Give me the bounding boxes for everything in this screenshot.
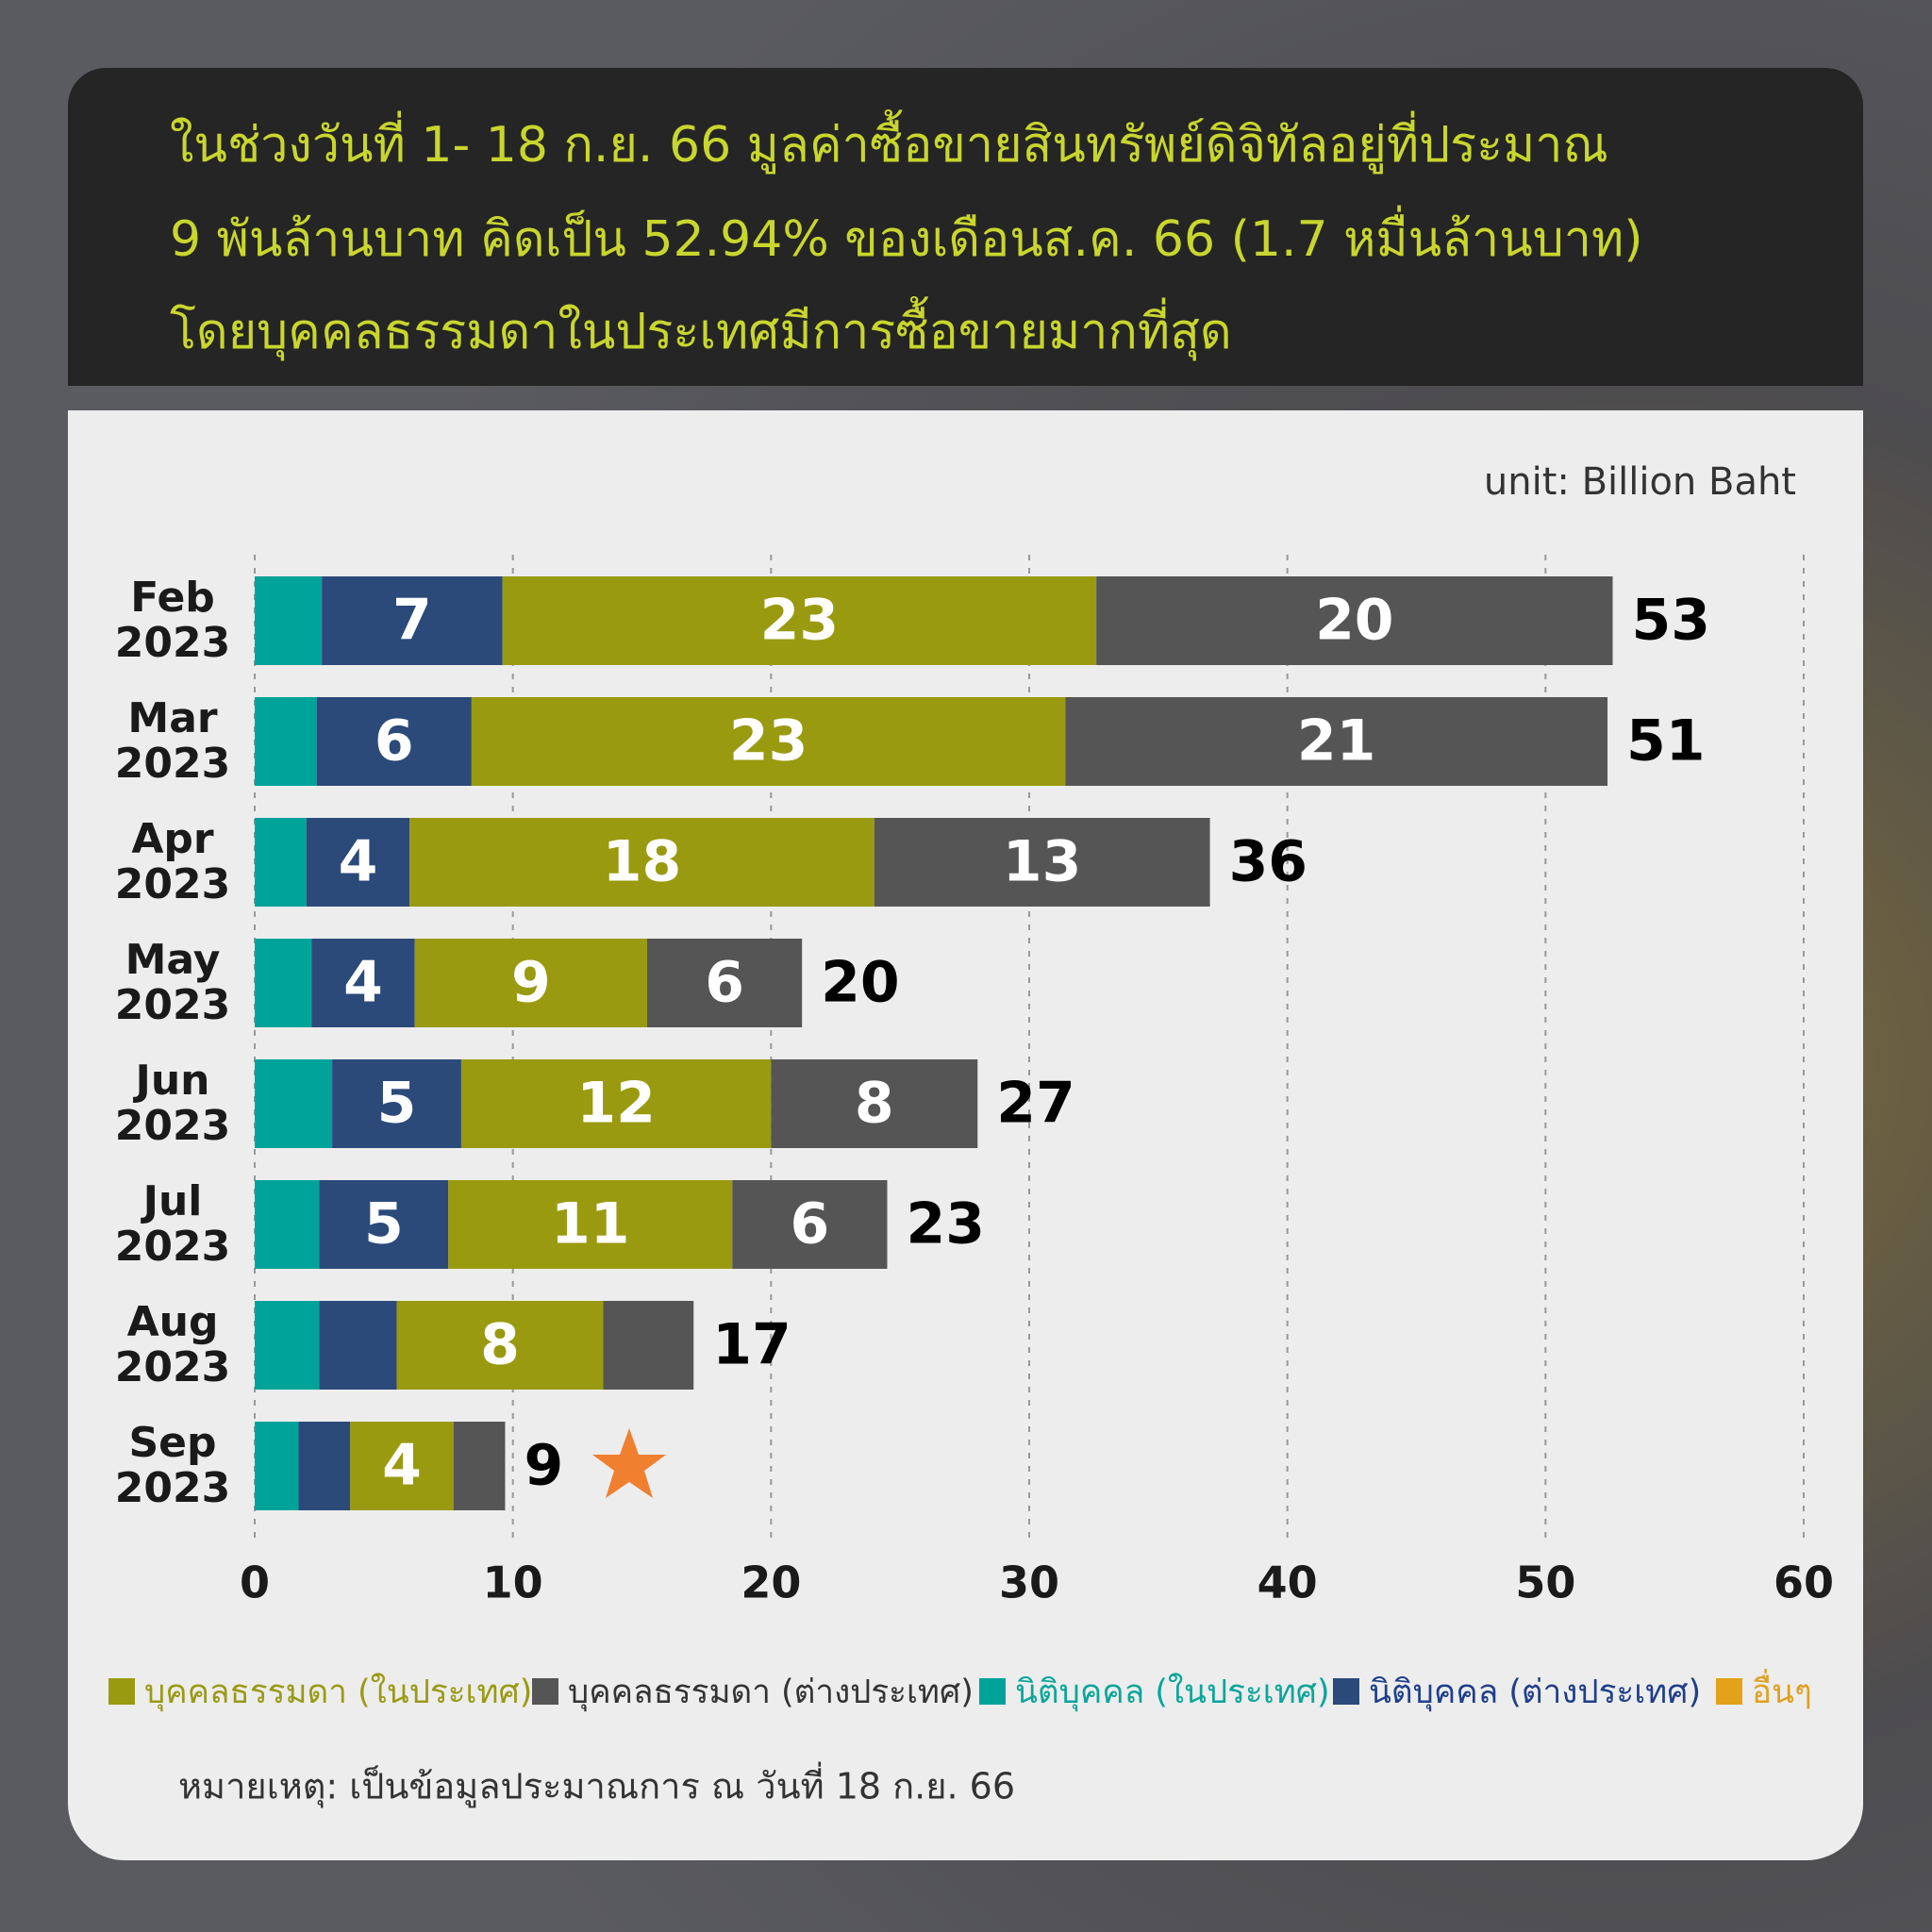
legend-swatch (108, 1678, 135, 1705)
segment-label: 20 (1315, 588, 1394, 654)
total-label: 23 (906, 1191, 985, 1257)
bar-segment (874, 818, 1210, 907)
category-label: Jun 2023 (114, 1057, 231, 1150)
title-line: โดยบุคคลธรรมดาในประเทศมีการซื้อขายมากที่… (170, 296, 1232, 361)
segment-label: 13 (1003, 829, 1082, 895)
segment-label: 12 (576, 1071, 656, 1137)
segment-label: 7 (392, 588, 432, 654)
total-label: 51 (1626, 708, 1706, 774)
legend-label: นิติบุคคล (ต่างประเทศ) (1369, 1674, 1701, 1711)
bar-segment (255, 1301, 320, 1390)
segment-label: 23 (729, 708, 808, 774)
category-label: May 2023 (114, 936, 231, 1029)
total-label: 53 (1631, 588, 1710, 654)
category-label: Mar 2023 (114, 694, 231, 788)
segment-label: 11 (551, 1191, 630, 1257)
segment-label: 23 (760, 588, 840, 654)
segment-label: 6 (705, 950, 744, 1016)
bar-segment (1065, 697, 1608, 786)
bar-segment (414, 939, 647, 1027)
legend-swatch (979, 1678, 1006, 1705)
bar-segment (306, 818, 410, 907)
bar-segment (255, 697, 317, 786)
x-tick-label: 40 (1257, 1557, 1318, 1608)
bar-segment (1096, 576, 1613, 665)
bar-segment (316, 697, 472, 786)
segment-label: 4 (339, 829, 378, 895)
x-tick-label: 0 (240, 1557, 270, 1608)
bar-segment (732, 1180, 888, 1269)
bar-segment (409, 818, 874, 907)
bar-segment (460, 1059, 772, 1148)
segment-label: 4 (343, 950, 383, 1016)
x-tick-label: 20 (741, 1557, 801, 1608)
category-label: Jul 2023 (114, 1177, 231, 1271)
total-label: 27 (996, 1071, 1075, 1137)
bar-segment (453, 1422, 506, 1510)
total-label: 36 (1229, 829, 1308, 895)
segment-label: 6 (375, 708, 414, 774)
bar-segment (771, 1059, 978, 1148)
legend-swatch (1716, 1678, 1742, 1705)
unit-label: unit: Billion Baht (1484, 460, 1796, 504)
bar-segment (396, 1301, 604, 1390)
segment-label: 21 (1297, 708, 1376, 774)
total-label: 9 (524, 1433, 563, 1499)
bar-segment (319, 1180, 449, 1269)
legend-label: อื่นๆ (1752, 1669, 1812, 1711)
segment-label: 8 (855, 1071, 894, 1137)
bar-segment (255, 1180, 320, 1269)
bar-segment (471, 697, 1066, 786)
bar-segment (255, 1422, 299, 1510)
title-line: ในช่วงวันที่ 1- 18 ก.ย. 66 มูลค่าซื้อขาย… (170, 109, 1608, 175)
bar-segment (255, 1059, 333, 1148)
bar-segment (322, 576, 503, 665)
bar-segment (646, 939, 803, 1027)
bar-segment (311, 939, 415, 1027)
category-label: Feb 2023 (114, 574, 231, 667)
bar-segment (332, 1059, 461, 1148)
segment-label: 8 (480, 1312, 520, 1378)
segment-label: 6 (791, 1191, 830, 1257)
segment-label: 5 (377, 1071, 417, 1137)
x-tick-label: 50 (1515, 1557, 1575, 1608)
title-panel (68, 68, 1863, 386)
title-line: 9 พันล้านบาท คิดเป็น 52.94% ของเดือนส.ค.… (170, 205, 1643, 268)
bar-segment (603, 1301, 694, 1390)
segment-label: 4 (382, 1433, 422, 1499)
segment-label: 18 (603, 829, 682, 895)
x-tick-label: 10 (483, 1557, 543, 1608)
category-label: Aug 2023 (114, 1298, 231, 1391)
note: หมายเหตุ: เป็นข้อมูลประมาณการ ณ วันที่ 1… (178, 1762, 1015, 1808)
legend-label: นิติบุคคล (ในประเทศ) (1015, 1673, 1330, 1711)
bar-segment (255, 576, 323, 665)
bar-segment (350, 1422, 454, 1510)
category-label: Apr 2023 (114, 815, 231, 908)
bar-segment (255, 818, 307, 907)
bar-segment (255, 939, 312, 1027)
total-label: 17 (712, 1312, 791, 1378)
legend-swatch (532, 1678, 558, 1705)
star-icon (592, 1428, 666, 1498)
x-tick-label: 60 (1774, 1557, 1834, 1608)
total-label: 20 (821, 950, 900, 1016)
bar-segment (448, 1180, 733, 1269)
legend-label: บุคคลธรรมดา (ในประเทศ) (144, 1673, 532, 1711)
x-tick-label: 30 (999, 1557, 1059, 1608)
legend-swatch (1333, 1678, 1359, 1705)
legend-label: บุคคลธรรมดา (ต่างประเทศ) (568, 1674, 974, 1711)
bar-segment (298, 1422, 351, 1510)
bar-segment (319, 1301, 397, 1390)
bar-segment (502, 576, 1097, 665)
segment-label: 9 (511, 950, 551, 1016)
segment-label: 5 (364, 1191, 404, 1257)
category-label: Sep 2023 (114, 1419, 231, 1512)
